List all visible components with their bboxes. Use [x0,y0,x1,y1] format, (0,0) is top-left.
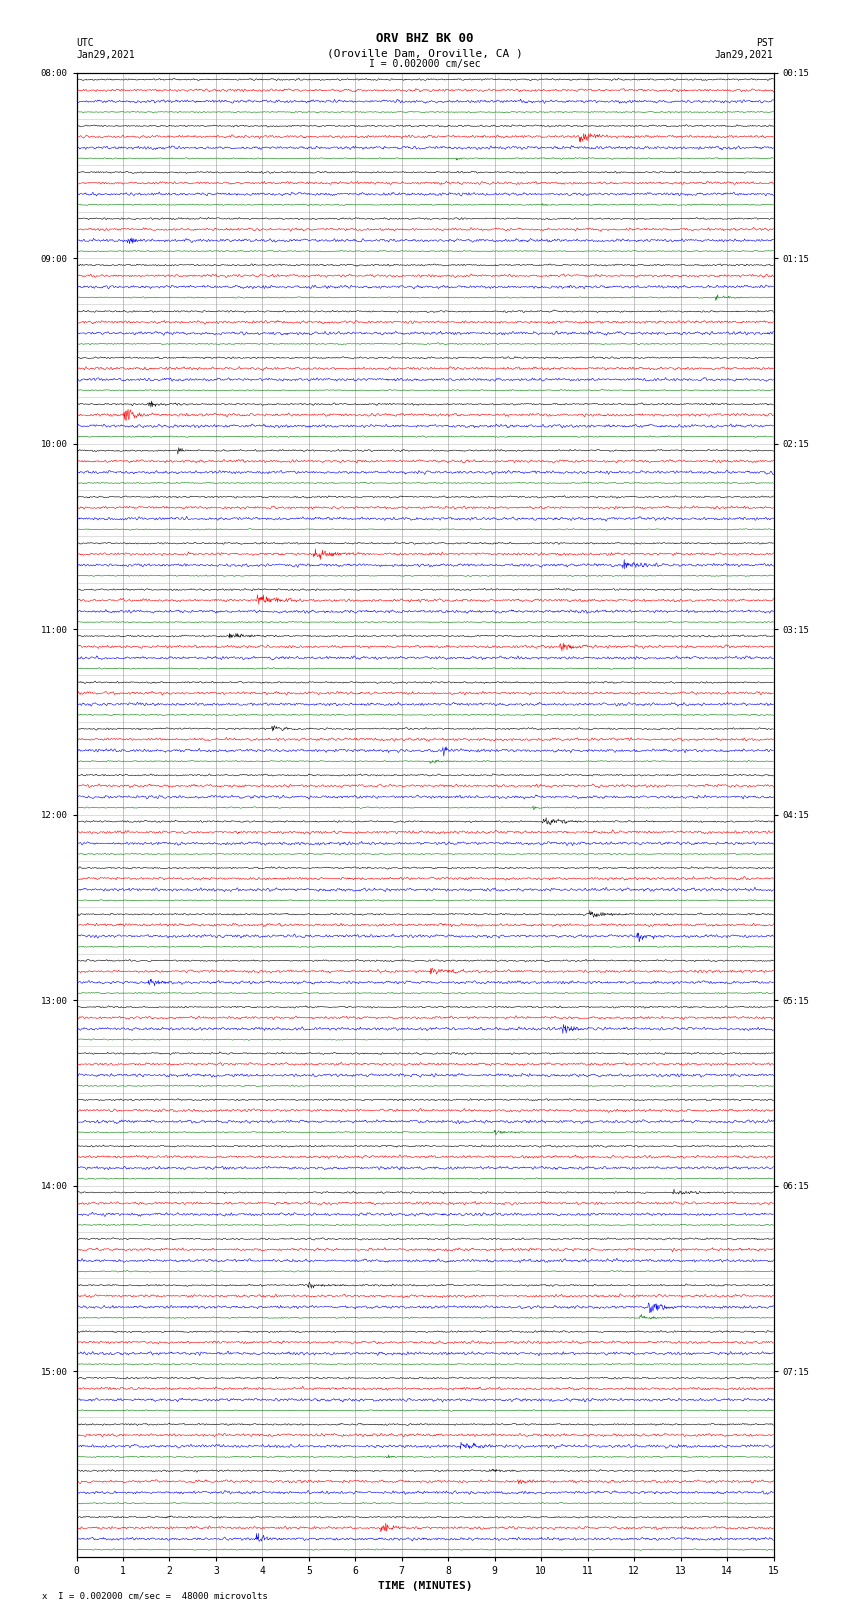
Text: ORV BHZ BK 00: ORV BHZ BK 00 [377,32,473,45]
Text: I = 0.002000 cm/sec: I = 0.002000 cm/sec [369,60,481,69]
Text: x  I = 0.002000 cm/sec =  48000 microvolts: x I = 0.002000 cm/sec = 48000 microvolts [42,1590,269,1600]
X-axis label: TIME (MINUTES): TIME (MINUTES) [377,1581,473,1590]
Text: Jan29,2021: Jan29,2021 [76,50,135,60]
Text: UTC: UTC [76,39,94,48]
Text: PST: PST [756,39,774,48]
Text: Jan29,2021: Jan29,2021 [715,50,774,60]
Text: (Oroville Dam, Oroville, CA ): (Oroville Dam, Oroville, CA ) [327,48,523,58]
